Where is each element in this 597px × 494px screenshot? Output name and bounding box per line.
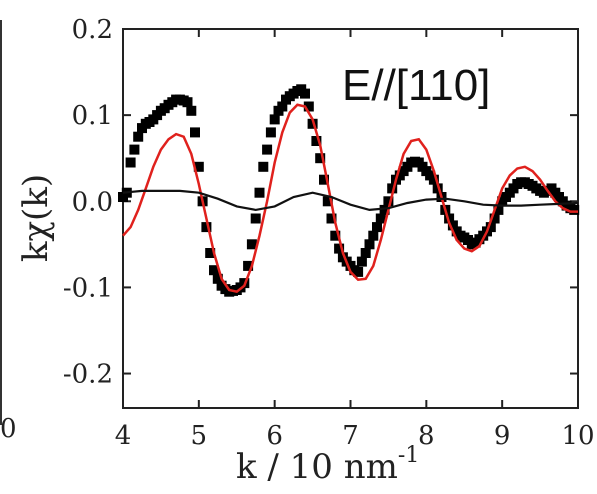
data-point <box>569 204 580 215</box>
data-point <box>303 101 314 112</box>
neighbor-panel-tick-label: 0 <box>0 414 17 444</box>
y-axis-title: kχ(k) <box>16 174 56 262</box>
x-tick-label: 4 <box>115 421 132 451</box>
series-line-1 <box>122 103 578 294</box>
data-point <box>311 136 322 146</box>
x-tick-label: 7 <box>342 421 359 451</box>
data-point <box>387 183 398 194</box>
data-point <box>212 273 223 284</box>
data-point <box>193 161 204 172</box>
data-point <box>258 161 269 172</box>
series-layer <box>118 84 580 297</box>
data-point <box>375 213 386 224</box>
data-point <box>489 213 500 224</box>
data-point <box>493 204 504 215</box>
data-point <box>428 174 439 185</box>
x-axis: 4 5 6 7 8 9 10 <box>115 29 595 451</box>
data-point <box>262 144 273 155</box>
y-tick-label: 0.1 <box>72 101 113 131</box>
data-point <box>265 127 276 138</box>
series-line-2 <box>122 189 579 212</box>
x-axis-title: k / 10 nm-1 <box>236 443 419 487</box>
data-point <box>315 153 326 164</box>
data-point <box>364 239 375 250</box>
data-point <box>383 196 394 207</box>
data-point <box>205 248 216 258</box>
y-tick-label: -0.1 <box>63 273 113 303</box>
data-point <box>254 187 265 198</box>
x-tick-label: 9 <box>494 421 511 451</box>
data-point <box>322 196 333 207</box>
data-point <box>485 222 496 233</box>
data-point <box>326 213 337 224</box>
data-point <box>353 266 364 277</box>
data-point <box>319 174 329 185</box>
data-point <box>125 157 136 168</box>
x-tick-label: 8 <box>418 421 435 451</box>
data-point <box>334 243 345 254</box>
data-point <box>243 260 254 271</box>
data-point <box>250 213 261 224</box>
data-point <box>182 97 193 108</box>
data-point <box>379 204 390 215</box>
data-point <box>209 265 219 276</box>
x-tick-label: 6 <box>266 421 283 451</box>
data-point <box>447 220 458 231</box>
data-point <box>190 127 200 138</box>
y-axis: 0.2 0.1 0.0 -0.1 -0.2 <box>63 15 578 390</box>
data-point <box>186 105 197 116</box>
data-point <box>368 230 379 241</box>
x-tick-label: 5 <box>191 421 208 451</box>
data-point <box>372 222 382 233</box>
x-tick-label: 10 <box>561 421 594 451</box>
data-point <box>201 222 212 233</box>
y-tick-label: -0.2 <box>63 360 113 390</box>
data-point <box>356 256 367 267</box>
y-tick-label: 0.2 <box>72 15 113 45</box>
data-point <box>300 88 310 99</box>
polarization-annotation: E//[110] <box>342 61 490 110</box>
data-point <box>269 114 280 125</box>
data-point <box>246 239 257 250</box>
data-point <box>129 144 140 155</box>
data-point <box>277 101 288 112</box>
data-point <box>360 248 371 258</box>
data-point <box>330 230 341 241</box>
y-tick-label: 0.0 <box>72 187 113 217</box>
data-point <box>133 131 144 142</box>
